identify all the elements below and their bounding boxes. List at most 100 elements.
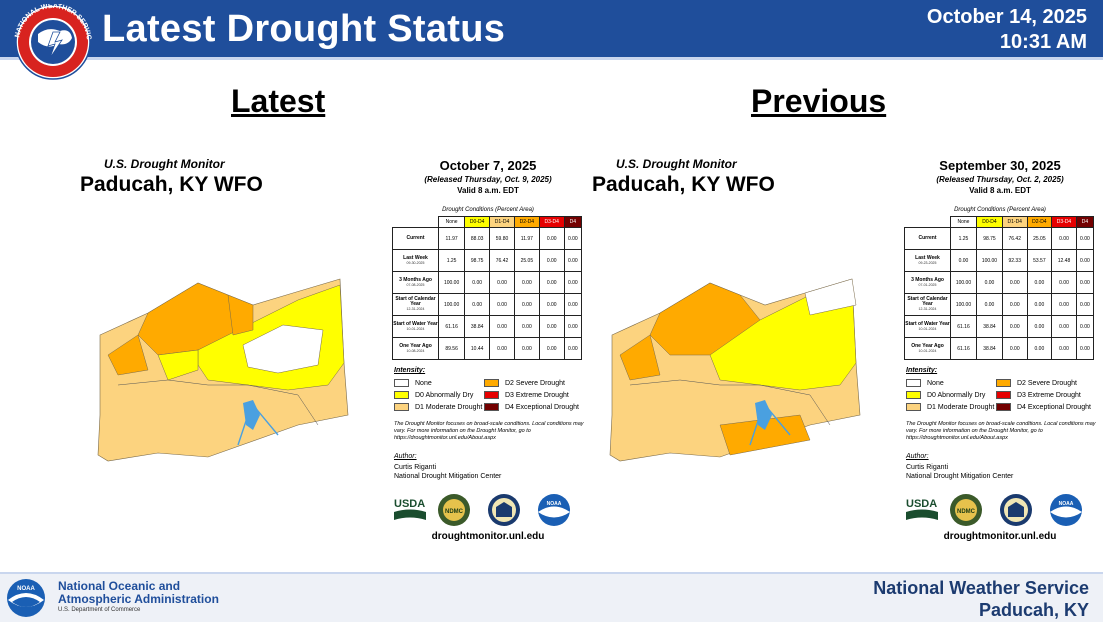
table-row: Last Week 09-23-2025 0.00 100.00 92.33 53.57 1… [904, 249, 1095, 272]
row-label-date: 07-01-2025 [918, 282, 937, 287]
conditions-label: Drought Conditions (Percent Area) [954, 207, 1046, 213]
noaa-logo-icon: NOAA [538, 494, 570, 526]
release-date: (Released Thursday, Oct. 9, 2025) [424, 175, 552, 184]
row-label: Start of Calendar Year 12-31-2024 [904, 293, 951, 316]
legend-swatch [484, 391, 499, 399]
table-cell: 0.00 [1026, 293, 1053, 316]
row-label-text: Current [918, 235, 937, 241]
row-label-date: 10-01-2024 [406, 326, 425, 331]
legend-item: None [394, 379, 432, 387]
usdm-note: The Drought Monitor focuses on broad-sca… [394, 421, 584, 441]
legend-item: D3 Extreme Drought [484, 391, 569, 399]
table-cell: 0.00 [464, 271, 491, 294]
usdm-title: U.S. Drought Monitor [104, 157, 225, 171]
legend-label: D1 Moderate Drought [415, 403, 483, 411]
legend-label: None [927, 379, 944, 387]
table-cell: 100.00 [975, 249, 1003, 272]
table-corner [393, 217, 439, 228]
legend-label: D3 Extreme Drought [505, 391, 569, 399]
partner-logos: USDA NDMC NOAA [394, 494, 570, 526]
row-label-date: 09-23-2025 [918, 260, 937, 265]
legend-item: D0 Abnormally Dry [394, 391, 473, 399]
author-name: Curtis Riganti [394, 464, 437, 471]
author-org: National Drought Mitigation Center [394, 473, 502, 480]
table-cell: 98.75 [464, 249, 491, 272]
table-column-header: D2-D4 [1026, 216, 1053, 228]
legend-swatch [394, 391, 409, 399]
row-label: Current [392, 227, 439, 250]
table-cell: 59.80 [489, 227, 515, 250]
table-cell: 0.00 [1001, 315, 1028, 338]
svg-text:USDA: USDA [394, 498, 425, 510]
svg-text:NDMC: NDMC [445, 509, 464, 515]
usdm-url-link[interactable]: droughtmonitor.unl.edu [431, 531, 545, 542]
row-label: One Year Ago 10-01-2024 [904, 337, 951, 360]
table-cell: 0.00 [1001, 293, 1028, 316]
table-cell: 0.00 [1075, 315, 1095, 338]
table-cell: 38.84 [464, 315, 491, 338]
row-label: Last Week 09-30-2025 [392, 249, 439, 272]
legend-label: D0 Abnormally Dry [927, 391, 986, 399]
legend-swatch [996, 391, 1011, 399]
header-date: October 14, 2025 [926, 6, 1087, 28]
row-label-text: Last Week [403, 254, 428, 261]
row-label-date: 10-01-2024 [918, 348, 937, 353]
table-column-header: D0-D4 [464, 216, 491, 228]
table-cell: 12.48 [1051, 249, 1077, 272]
table-header-row: None D0-D4 D1-D4 D2-D4 D3-D4 D4 [905, 216, 1095, 228]
map-date: September 30, 2025 [939, 158, 1061, 173]
row-label: Start of Calendar Year 12-31-2024 [392, 293, 439, 316]
svg-text:NOAA: NOAA [547, 501, 562, 507]
table-column-header: D0-D4 [975, 216, 1003, 228]
row-label-text: Start of Water Year [905, 320, 950, 327]
row-label-text: 3 Months Ago [399, 276, 432, 283]
table-column-header: D1-D4 [1001, 216, 1028, 228]
table-row: One Year Ago 10-01-2024 61.16 38.84 0.00 0.00… [904, 337, 1095, 360]
legend-item: D4 Exceptional Drought [996, 403, 1091, 411]
legend-label: D4 Exceptional Drought [1017, 403, 1091, 411]
table-cell: 100.00 [950, 293, 977, 316]
table-cell: 38.84 [975, 337, 1003, 360]
row-label-date: 10-01-2024 [918, 326, 937, 331]
legend-swatch [394, 403, 409, 411]
table-cell: 11.97 [513, 227, 540, 250]
table-cell: 1.25 [437, 249, 466, 272]
table-cell: 0.00 [1075, 293, 1095, 316]
row-label: Last Week 09-23-2025 [904, 249, 951, 272]
table-cell: 1.25 [950, 227, 977, 250]
table-cell: 25.05 [1026, 227, 1053, 250]
table-cell: 0.00 [1075, 337, 1095, 360]
legend-swatch [906, 403, 921, 411]
usdm-url-link[interactable]: droughtmonitor.unl.edu [943, 531, 1057, 542]
legend-label: D4 Exceptional Drought [505, 403, 579, 411]
table-column-header: D2-D4 [513, 216, 540, 228]
table-cell: 100.00 [437, 293, 466, 316]
wfo-title: Paducah, KY WFO [80, 173, 263, 196]
legend-label: D1 Moderate Drought [927, 403, 995, 411]
table-cell: 0.00 [1001, 337, 1028, 360]
nws-name-line2: Paducah, KY [978, 600, 1089, 620]
table-row: Last Week 09-30-2025 1.25 98.75 76.42 25.05 0.… [392, 249, 583, 272]
row-label-date: 10-08-2024 [406, 348, 425, 353]
author-info: Curtis Riganti National Drought Mitigati… [906, 463, 1013, 481]
row-label: Start of Water Year 10-01-2024 [904, 315, 951, 338]
footer-bar: NOAA National Oceanic and Atmospheric Ad… [0, 574, 1103, 622]
intensity-title: Intensity: [906, 367, 938, 374]
usda-logo-icon: USDA [906, 498, 938, 520]
table-row: Current 11.97 88.03 59.80 11.97 0.00 0.00 [392, 227, 583, 250]
legend-label: D2 Severe Drought [1017, 379, 1077, 387]
author-label: Author: [906, 453, 929, 460]
section-heading-previous: Previous [751, 83, 887, 119]
table-cell: 0.00 [975, 271, 1003, 294]
legend-item: D2 Severe Drought [484, 379, 565, 387]
legend-swatch [906, 379, 921, 387]
row-label-text: Last Week [915, 254, 940, 261]
noaa-name-line1: National Oceanic and [58, 579, 181, 593]
table-cell: 0.00 [1075, 227, 1095, 250]
table-cell: 0.00 [975, 293, 1003, 316]
row-label-text: One Year Ago [911, 342, 944, 349]
legend-label: D2 Severe Drought [505, 379, 565, 387]
nws-office-name: National Weather Service Paducah, KY [873, 577, 1089, 621]
legend-swatch [996, 403, 1011, 411]
svg-text:NDMC: NDMC [957, 509, 976, 515]
